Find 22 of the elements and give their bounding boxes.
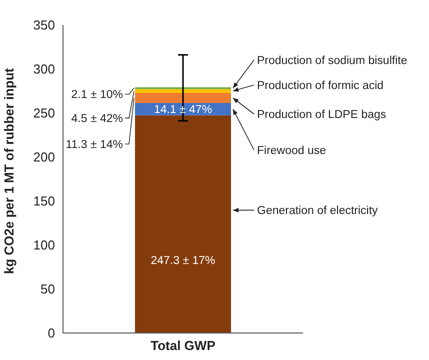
text: Generation of electricity (257, 205, 378, 218)
bar (135, 93, 231, 103)
data-label: 247.3 ± 17% (150, 255, 216, 268)
y-tick-label: 250 (33, 106, 55, 121)
y-tick-label: 0 (48, 326, 55, 341)
data-label: 11.3 ± 14% (66, 139, 123, 152)
x-tick-label: Total GWP (150, 338, 216, 354)
y-tick-label: 150 (33, 194, 55, 209)
text: Firewood use (257, 145, 326, 157)
y-tick-label: 200 (33, 150, 55, 165)
data-label: 2.1 ± 10% (71, 89, 123, 102)
y-axis-title: kg CO2e per 1 MT of rubber input (2, 67, 17, 274)
text: Production of formic acid (257, 80, 384, 92)
y-tick-label: 50 (40, 282, 55, 297)
bar (135, 89, 231, 94)
text: Production of sodium bisulfite (257, 55, 408, 67)
bar (135, 115, 231, 333)
text: Production of LDPE bags (257, 109, 386, 121)
y-tick-label: 350 (33, 18, 55, 33)
y-tick-label: 300 (33, 62, 55, 77)
y-tick-label: 100 (33, 238, 55, 253)
data-label: 4.5 ± 42% (71, 113, 123, 126)
